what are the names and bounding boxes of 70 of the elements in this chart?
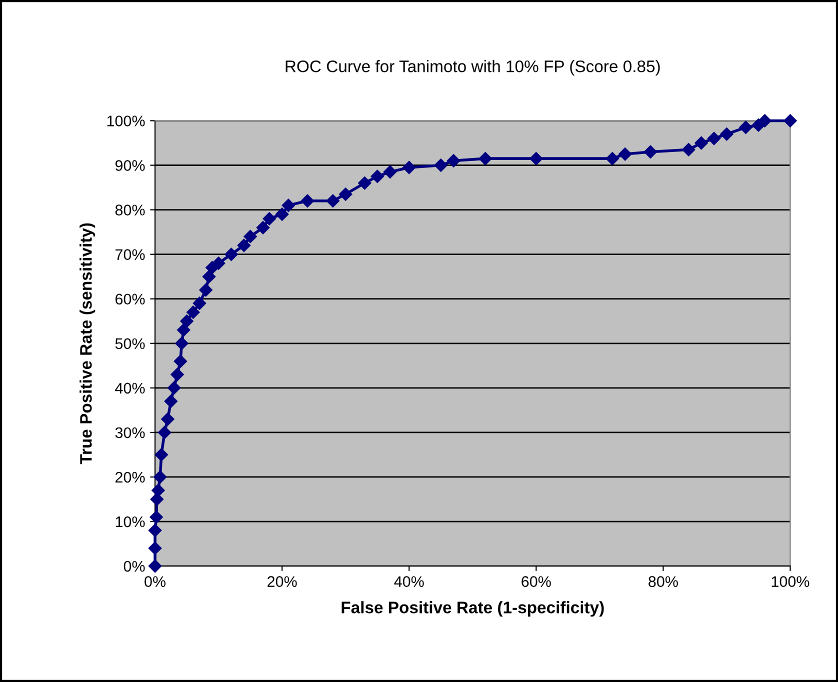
point (168, 381, 181, 395)
point (177, 323, 190, 337)
y-tick-label: 50% (115, 338, 145, 350)
y-tick-label: 40% (115, 382, 145, 394)
point (707, 132, 721, 146)
point (237, 238, 251, 252)
point (300, 194, 314, 208)
point (682, 143, 696, 156)
point (694, 136, 708, 150)
point (202, 270, 216, 284)
y-axis-title: True Positive Rate (sensitivity) (80, 223, 96, 464)
point (175, 336, 188, 350)
point (164, 394, 178, 408)
x-tick-label: 20% (268, 576, 297, 588)
y-tick-label: 100% (107, 116, 145, 126)
point (170, 368, 184, 382)
y-tick-label: 10% (116, 516, 145, 528)
point (161, 412, 174, 426)
y-tick-label: 80% (115, 204, 145, 216)
x-tick-label: 40% (394, 576, 424, 588)
point (148, 559, 162, 573)
x-axis-title: False Positive Rate (1-specificity) (342, 601, 604, 617)
point (150, 492, 164, 506)
point (370, 170, 384, 183)
point (383, 165, 397, 179)
point (192, 296, 206, 310)
point (402, 160, 416, 174)
point (154, 448, 168, 462)
point (644, 145, 658, 158)
y-tick-label: 70% (116, 249, 145, 260)
point (256, 221, 270, 234)
point (275, 208, 289, 221)
x-tick-label: 100% (772, 576, 810, 588)
point (758, 114, 772, 128)
point (606, 152, 619, 166)
point (154, 470, 167, 484)
y-tick-label: 20% (116, 472, 145, 483)
point (158, 426, 172, 440)
chart-title: ROC Curve for Tanimoto with 10% FP (Score 0.85) (286, 60, 660, 76)
point (262, 212, 276, 226)
x-tick-label: 60% (522, 576, 551, 588)
point (326, 194, 340, 208)
point (739, 120, 752, 134)
point (434, 158, 448, 172)
point (478, 152, 492, 166)
point (244, 230, 257, 244)
point (446, 154, 460, 168)
y-tick-label: 60% (116, 294, 145, 305)
point (148, 524, 162, 538)
point (784, 114, 797, 128)
y-tick-label: 0% (124, 560, 145, 572)
y-tick-label: 90% (115, 160, 145, 171)
x-tick-label: 80% (648, 576, 678, 588)
point (186, 306, 200, 319)
point (618, 148, 632, 161)
point (282, 198, 296, 212)
point (339, 188, 352, 201)
point (152, 484, 165, 497)
point (224, 248, 238, 261)
x-tick-label: 0% (144, 576, 166, 588)
point (174, 354, 188, 368)
point (530, 152, 543, 166)
point (150, 510, 163, 524)
point (212, 256, 226, 270)
point (148, 542, 162, 555)
point (358, 176, 372, 190)
point (199, 283, 212, 297)
y-tick-label: 30% (115, 427, 145, 438)
point (180, 314, 194, 328)
point (720, 127, 734, 141)
